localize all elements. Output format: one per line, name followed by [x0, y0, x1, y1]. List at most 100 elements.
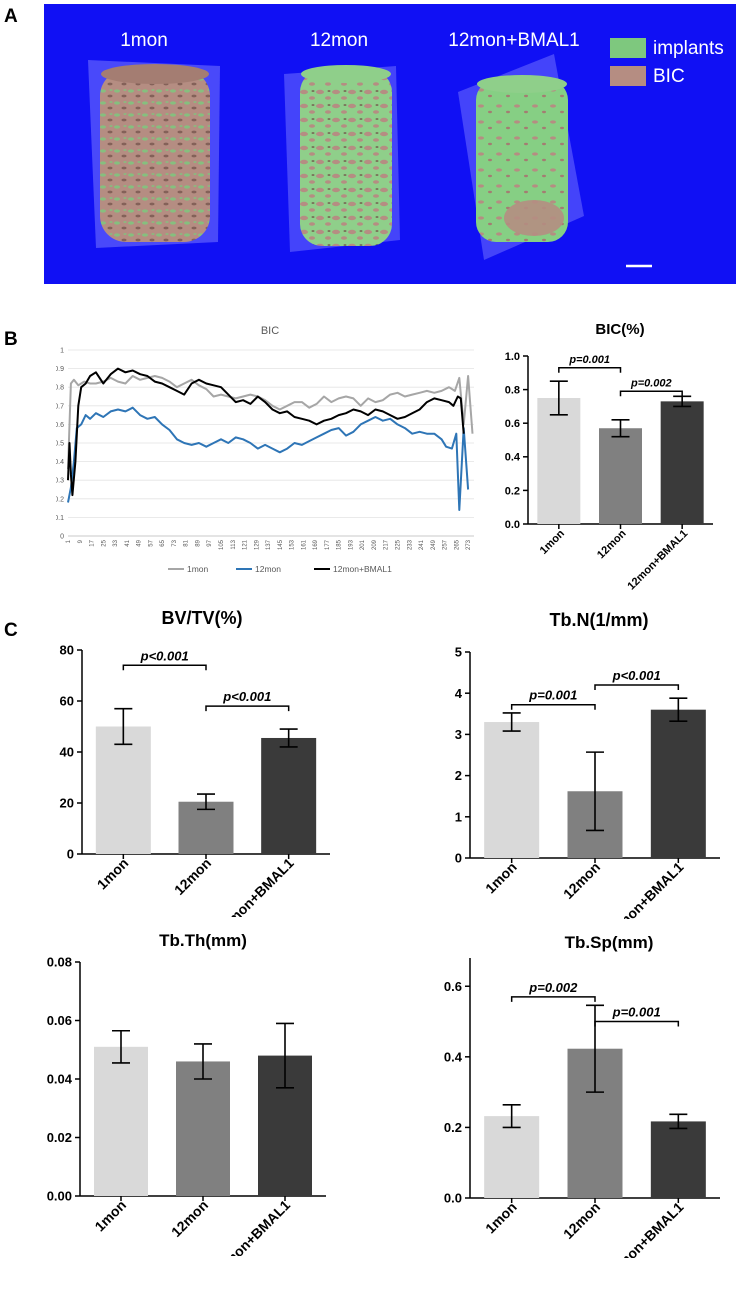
y-tick-label: 20 — [60, 796, 74, 811]
y-tick-label: 0 — [60, 534, 64, 541]
y-tick-label: 0.7 — [56, 403, 64, 410]
x-tick-label: 153 — [290, 539, 296, 550]
y-tick-label: 2 — [455, 768, 462, 783]
x-tick-label: 209 — [372, 539, 378, 550]
y-tick-label: 0.1 — [56, 515, 64, 522]
x-tick-label: 217 — [384, 539, 390, 550]
significance-bracket — [510, 703, 596, 710]
x-tick-label: 105 — [219, 539, 225, 550]
legend-label-2: 12mon+BMAL1 — [333, 564, 392, 574]
x-tick-label: 265 — [454, 539, 460, 550]
significance-label: p<0.001 — [140, 648, 189, 663]
bar-1mon — [95, 726, 151, 854]
x-tick-label: 193 — [348, 539, 354, 550]
x-category-label: 1mon — [94, 855, 132, 893]
x-category-label: 12mon+BMAL1 — [603, 859, 686, 919]
significance-bracket — [122, 664, 207, 671]
y-tick-label: 80 — [60, 643, 74, 658]
x-tick-label: 161 — [301, 539, 307, 550]
group-label-1mon: 1mon — [120, 30, 168, 51]
x-tick-label: 41 — [125, 539, 131, 546]
y-tick-label: 0.06 — [47, 1013, 72, 1028]
x-category-label: 12mon — [171, 855, 214, 898]
x-category-label: 12mon+BMAL1 — [210, 1197, 293, 1256]
y-tick-label: 0 — [67, 847, 74, 862]
y-tick-label: 0.4 — [505, 452, 521, 464]
x-category-label: 1mon — [482, 1199, 520, 1237]
x-tick-label: 57 — [148, 539, 154, 546]
significance-label: p=0.001 — [568, 354, 610, 366]
x-category-label: 1mon — [538, 527, 567, 556]
y-tick-label: 1.0 — [505, 351, 520, 363]
x-tick-label: 201 — [360, 539, 366, 550]
y-tick-label: 4 — [455, 686, 463, 701]
x-tick-label: 121 — [243, 539, 249, 550]
x-tick-label: 169 — [313, 539, 319, 550]
chart-title: BIC(%) — [595, 321, 644, 338]
group-label-12mon: 12mon — [310, 30, 368, 51]
significance-label: p<0.001 — [612, 668, 661, 683]
y-tick-label: 5 — [455, 645, 462, 660]
legend-swatch-implants — [610, 38, 646, 58]
line-chart-title: BIC — [261, 325, 279, 337]
y-tick-label: 0.6 — [444, 979, 462, 994]
bar-1mon — [94, 1046, 148, 1196]
tbth-bar-chart: Tb.Th(mm) 0.00 0.02 0.04 0.06 0.08 1mon 12mon12… — [47, 931, 326, 1256]
y-tick-label: 0.4 — [56, 459, 64, 466]
series-line-1 — [67, 406, 470, 511]
significance-label: p=0.002 — [528, 980, 578, 995]
implant-render-1mon — [88, 60, 220, 248]
x-tick-label: 233 — [407, 539, 413, 550]
chart-title: BV/TV(%) — [162, 608, 243, 628]
y-tick-label: 0.6 — [56, 422, 64, 429]
y-tick-label: 0.02 — [47, 1130, 72, 1145]
bar-1mon — [484, 722, 540, 858]
x-tick-label: 9 — [78, 539, 84, 543]
y-tick-label: 0 — [455, 851, 462, 866]
x-tick-label: 273 — [466, 539, 472, 550]
x-tick-label: 1 — [66, 539, 72, 543]
chart-title: Tb.Sp(mm) — [565, 933, 654, 952]
x-category-label: 12mon+BMAL1 — [214, 855, 297, 917]
y-tick-label: 0.0 — [505, 519, 520, 531]
bar-12mon-bmal1 — [660, 401, 704, 524]
x-tick-label: 49 — [137, 539, 143, 546]
y-tick-label: 0.2 — [505, 485, 520, 497]
y-tick-label: 0.9 — [56, 366, 64, 373]
y-tick-label: 0.3 — [56, 478, 64, 485]
x-tick-label: 89 — [195, 539, 201, 546]
x-tick-label: 81 — [184, 539, 190, 546]
legend-label-1: 12mon — [255, 564, 281, 574]
y-tick-label: 0.04 — [47, 1072, 73, 1087]
x-tick-label: 185 — [337, 539, 343, 550]
bar-12mon-bmal1 — [261, 737, 317, 854]
x-tick-label: 145 — [278, 539, 284, 550]
x-tick-label: 137 — [266, 539, 272, 550]
y-tick-label: 0.8 — [505, 384, 520, 396]
y-tick-label: 3 — [455, 727, 462, 742]
significance-bracket — [619, 390, 683, 397]
bic-line-chart: BIC 0 0.1 0.2 0.3 0.4 0.5 0.6 0.7 0.8 0.9 1 1 9 17 25 33… — [56, 325, 474, 574]
group-label-12mon-bmal1: 12mon+BMAL1 — [448, 30, 580, 51]
bvtv-bar-chart: BV/TV(%) 0 20 40 60 80 1mon 12mon 12mon+BMAL1 p<0… — [60, 608, 330, 917]
significance-bracket — [594, 1020, 680, 1027]
x-tick-label: 73 — [172, 539, 178, 546]
bic-percent-bar-chart: BIC(%) 0.0 0.2 0.4 0.6 0.8 1.0 1mon 12mon12mon+B… — [505, 321, 713, 593]
y-tick-label: 0.2 — [444, 1120, 462, 1135]
x-tick-label: 249 — [431, 539, 437, 550]
x-category-label: 1mon — [91, 1197, 129, 1235]
implant-render-12mon-bmal1 — [458, 54, 584, 260]
x-tick-label: 33 — [113, 539, 119, 546]
tbsp-bar-chart: Tb.Sp(mm) 0.0 0.2 0.4 0.6 1mon 12mon 12mon+BMAL… — [444, 933, 720, 1258]
x-category-label: 12mon — [168, 1197, 211, 1240]
x-category-label: 1mon — [482, 859, 520, 897]
significance-label: p=0.001 — [612, 1005, 661, 1020]
panel-label-a: A — [4, 6, 18, 27]
legend-label-0: 1mon — [187, 564, 209, 574]
significance-label: p=0.001 — [528, 688, 577, 703]
chart-title: Tb.Th(mm) — [159, 931, 247, 950]
implant-render-12mon — [284, 65, 400, 252]
legend-label-implants: implants — [653, 38, 724, 59]
bar-12mon — [599, 428, 642, 524]
y-tick-label: 1 — [455, 809, 462, 824]
